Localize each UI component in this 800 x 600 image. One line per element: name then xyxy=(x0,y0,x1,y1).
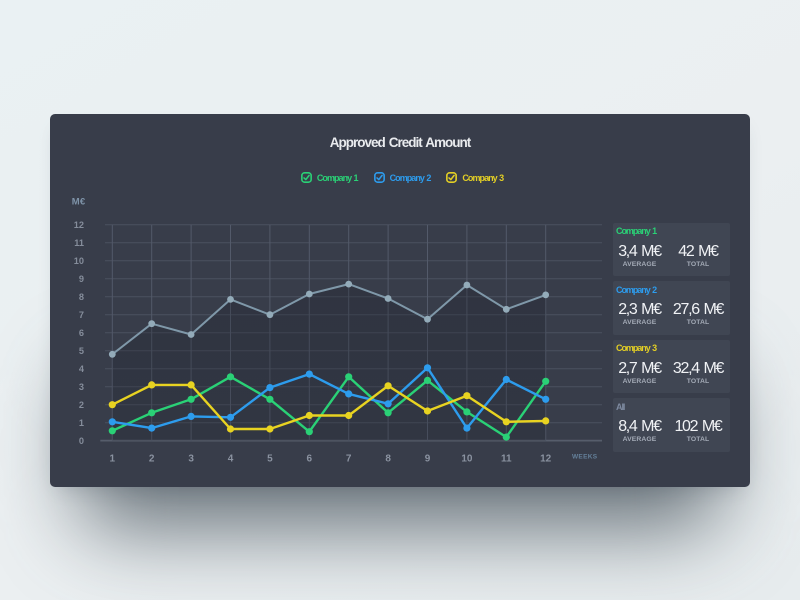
svg-text:10: 10 xyxy=(74,256,84,266)
svg-text:9: 9 xyxy=(79,274,84,284)
svg-text:3: 3 xyxy=(79,382,84,392)
svg-text:5: 5 xyxy=(79,346,84,356)
svg-text:1: 1 xyxy=(79,418,84,428)
svg-text:0: 0 xyxy=(79,436,84,446)
svg-text:11: 11 xyxy=(74,238,84,248)
svg-text:2: 2 xyxy=(79,400,84,410)
svg-text:7: 7 xyxy=(79,310,84,320)
svg-text:5: 5 xyxy=(267,454,273,465)
svg-text:WEEKS: WEEKS xyxy=(572,454,598,461)
svg-text:10: 10 xyxy=(461,454,473,465)
svg-text:6: 6 xyxy=(307,454,313,465)
svg-text:8: 8 xyxy=(385,454,391,465)
svg-text:11: 11 xyxy=(501,454,512,465)
svg-text:6: 6 xyxy=(79,328,84,338)
svg-text:12: 12 xyxy=(540,454,552,465)
svg-text:2: 2 xyxy=(149,454,155,465)
svg-text:4: 4 xyxy=(79,364,85,374)
svg-text:4: 4 xyxy=(228,454,234,465)
svg-text:7: 7 xyxy=(346,454,352,465)
svg-text:M€: M€ xyxy=(72,197,86,208)
svg-text:9: 9 xyxy=(425,454,431,465)
svg-text:1: 1 xyxy=(110,454,116,465)
svg-text:8: 8 xyxy=(79,292,84,302)
svg-text:12: 12 xyxy=(74,220,84,230)
svg-text:3: 3 xyxy=(188,454,194,465)
